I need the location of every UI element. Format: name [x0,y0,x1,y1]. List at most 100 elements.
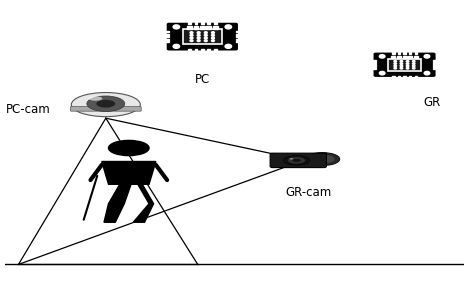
Bar [201,22,204,24]
Ellipse shape [284,156,310,165]
Circle shape [204,34,207,36]
Bar [163,31,169,32]
FancyBboxPatch shape [270,153,326,168]
Bar [188,22,191,24]
Bar [433,64,439,65]
Bar [200,26,204,29]
Bar [409,52,411,54]
Circle shape [204,32,207,34]
Ellipse shape [289,158,294,160]
FancyBboxPatch shape [183,29,222,44]
Text: GR-cam: GR-cam [285,186,331,199]
Bar [195,22,197,24]
Circle shape [204,40,207,42]
Circle shape [212,37,214,39]
Bar [235,36,242,37]
Circle shape [379,71,385,75]
Circle shape [394,61,396,62]
Circle shape [190,40,193,42]
Bar [415,52,417,54]
Ellipse shape [71,92,140,117]
Bar [409,75,411,77]
Circle shape [173,25,180,29]
Bar [188,49,191,51]
Ellipse shape [310,155,334,164]
Bar [433,62,439,63]
Circle shape [197,32,200,34]
Bar [402,56,407,58]
Circle shape [190,37,193,39]
FancyBboxPatch shape [388,59,421,71]
Circle shape [173,44,180,48]
Circle shape [412,67,415,69]
FancyBboxPatch shape [70,106,141,111]
Bar [194,26,198,29]
Circle shape [190,32,193,34]
Bar [392,75,394,77]
Circle shape [394,65,396,67]
Bar [214,49,217,51]
Circle shape [212,40,214,42]
Bar [415,75,417,77]
Bar [214,22,217,24]
Bar [195,49,197,51]
Bar [235,31,242,32]
Bar [201,49,204,51]
Ellipse shape [305,153,340,166]
Circle shape [406,67,409,69]
Circle shape [212,34,214,36]
Bar [163,34,169,35]
Bar [235,34,242,35]
Circle shape [400,63,403,64]
Circle shape [394,67,396,69]
Bar [392,56,395,58]
Bar [403,75,406,77]
Bar [371,66,376,67]
Bar [371,62,376,63]
Bar [371,64,376,65]
Bar [414,56,418,58]
Polygon shape [104,184,131,222]
Bar [206,26,211,29]
Circle shape [406,65,409,67]
Circle shape [225,25,232,29]
Ellipse shape [292,159,301,162]
Circle shape [412,65,415,67]
Circle shape [406,63,409,64]
Polygon shape [133,184,153,222]
Circle shape [212,32,214,34]
Circle shape [197,40,200,42]
Bar [392,52,394,54]
Ellipse shape [87,96,125,111]
Bar [398,52,400,54]
Bar [403,52,406,54]
Bar [207,49,210,51]
Circle shape [412,61,415,62]
Bar [163,41,169,42]
Bar [408,56,412,58]
Circle shape [197,34,200,36]
FancyBboxPatch shape [373,53,436,77]
Bar [371,60,376,61]
Circle shape [225,44,232,48]
Circle shape [424,71,430,75]
Bar [235,38,242,40]
Bar [163,38,169,40]
Bar [213,26,218,29]
Polygon shape [102,162,156,184]
Circle shape [412,63,415,64]
Circle shape [197,37,200,39]
Circle shape [406,61,409,62]
Bar [163,36,169,37]
Bar [397,56,401,58]
Ellipse shape [288,157,305,164]
Circle shape [400,67,403,69]
Circle shape [424,55,430,58]
Bar [398,75,400,77]
Bar [235,41,242,42]
Ellipse shape [108,140,149,156]
Bar [207,22,210,24]
Ellipse shape [96,100,115,108]
Text: PC-cam: PC-cam [6,103,51,116]
Circle shape [400,65,403,67]
